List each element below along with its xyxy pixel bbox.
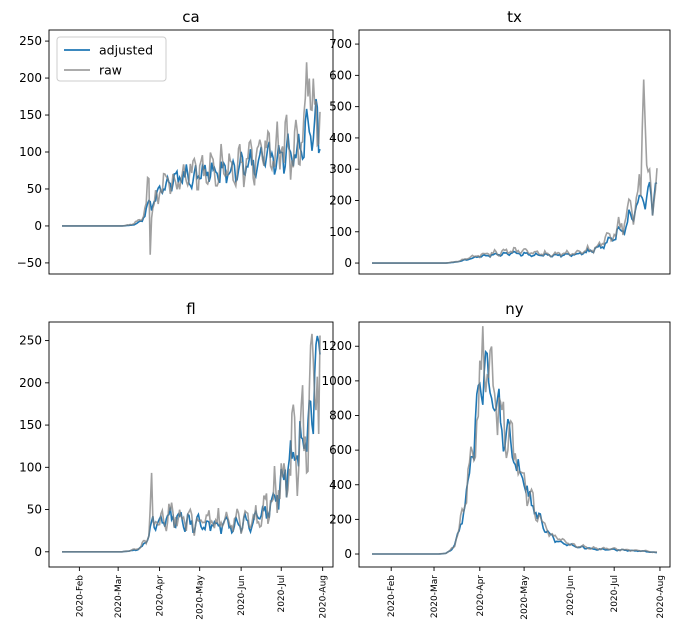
y-tick-label: 600 bbox=[329, 68, 352, 82]
series-line-raw bbox=[62, 333, 321, 553]
y-tick-label: 0 bbox=[344, 256, 352, 270]
y-tick-label: 200 bbox=[19, 71, 42, 85]
legend-label-raw: raw bbox=[99, 63, 122, 78]
y-tick-label: 250 bbox=[19, 334, 42, 348]
panel-ny: ny 0 200 400 600 800 1000 1200 2020-Feb 2020-Mar 2… bbox=[321, 300, 671, 620]
y-tick-label: 400 bbox=[329, 478, 352, 492]
panel-tx: tx 0 100 200 300 400 500 600 700 bbox=[329, 8, 671, 275]
y-tick-label: 0 bbox=[344, 547, 352, 561]
y-tick-label: 150 bbox=[19, 418, 42, 432]
y-tick-label: 700 bbox=[329, 37, 352, 51]
legend-label-adjusted: adjusted bbox=[99, 43, 153, 58]
axes-frame bbox=[48, 321, 334, 568]
x-tick-label: 2020-Jul bbox=[610, 575, 620, 613]
y-tick-label: 0 bbox=[34, 219, 42, 233]
x-tick-label: 2020-Aug bbox=[656, 575, 666, 619]
y-tick-label: 800 bbox=[329, 408, 352, 422]
y-tick-label: 150 bbox=[19, 108, 42, 122]
series-line-adjusted bbox=[372, 181, 658, 264]
x-tick-label: 2020-Mar bbox=[430, 575, 440, 618]
x-tick-label: 2020-Jun bbox=[566, 575, 576, 616]
axes-frame bbox=[358, 29, 671, 275]
y-tick-label: 200 bbox=[329, 512, 352, 526]
panel-title: ny bbox=[505, 300, 524, 318]
y-tick-label: 0 bbox=[34, 545, 42, 559]
series-line-adjusted bbox=[62, 335, 321, 553]
x-tick-label: 2020-May bbox=[520, 574, 530, 619]
panel-title: ca bbox=[182, 8, 199, 26]
y-tick-label: 50 bbox=[27, 503, 42, 517]
y-tick-label: 1000 bbox=[321, 374, 352, 388]
panel-title: tx bbox=[507, 8, 522, 26]
y-tick-label: 500 bbox=[329, 100, 352, 114]
axes-frame bbox=[358, 321, 671, 568]
legend: adjusted raw bbox=[56, 36, 167, 82]
x-tick-label: 2020-Apr bbox=[156, 575, 166, 617]
x-tick-label: 2020-Aug bbox=[319, 575, 329, 619]
series-line-adjusted bbox=[372, 349, 658, 555]
x-tick-label: 2020-Jul bbox=[277, 575, 287, 613]
x-tick-label: 2020-Feb bbox=[75, 575, 85, 617]
y-tick-label: 600 bbox=[329, 443, 352, 457]
y-tick-label: 1200 bbox=[321, 339, 352, 353]
y-tick-label: 200 bbox=[329, 193, 352, 207]
y-tick-label: 400 bbox=[329, 131, 352, 145]
y-tick-label: 100 bbox=[329, 225, 352, 239]
panel-ca: ca −50 0 50 100 150 200 250 adjusted raw bbox=[17, 8, 334, 275]
x-tick-label: 2020-Jun bbox=[237, 575, 247, 616]
panel-title: fl bbox=[186, 300, 195, 318]
x-tick-label: 2020-May bbox=[196, 574, 206, 619]
series-line-raw bbox=[62, 62, 321, 255]
y-tick-label: 50 bbox=[27, 182, 42, 196]
y-tick-label: 200 bbox=[19, 376, 42, 390]
x-tick-label: 2020-Mar bbox=[114, 575, 124, 618]
y-tick-label: 100 bbox=[19, 145, 42, 159]
series-line-adjusted bbox=[62, 98, 321, 227]
x-tick-label: 2020-Feb bbox=[387, 575, 397, 617]
y-tick-label: −50 bbox=[17, 256, 42, 270]
series-line-raw bbox=[372, 326, 657, 555]
series-line-raw bbox=[372, 79, 658, 264]
y-tick-label: 300 bbox=[329, 162, 352, 176]
y-tick-label: 100 bbox=[19, 460, 42, 474]
axes-frame bbox=[48, 29, 334, 275]
panel-fl: fl 0 50 100 150 200 250 2020-Feb 2020-Mar 2020-Ap… bbox=[19, 300, 334, 620]
x-tick-label: 2020-Apr bbox=[476, 575, 486, 617]
y-tick-label: 250 bbox=[19, 34, 42, 48]
